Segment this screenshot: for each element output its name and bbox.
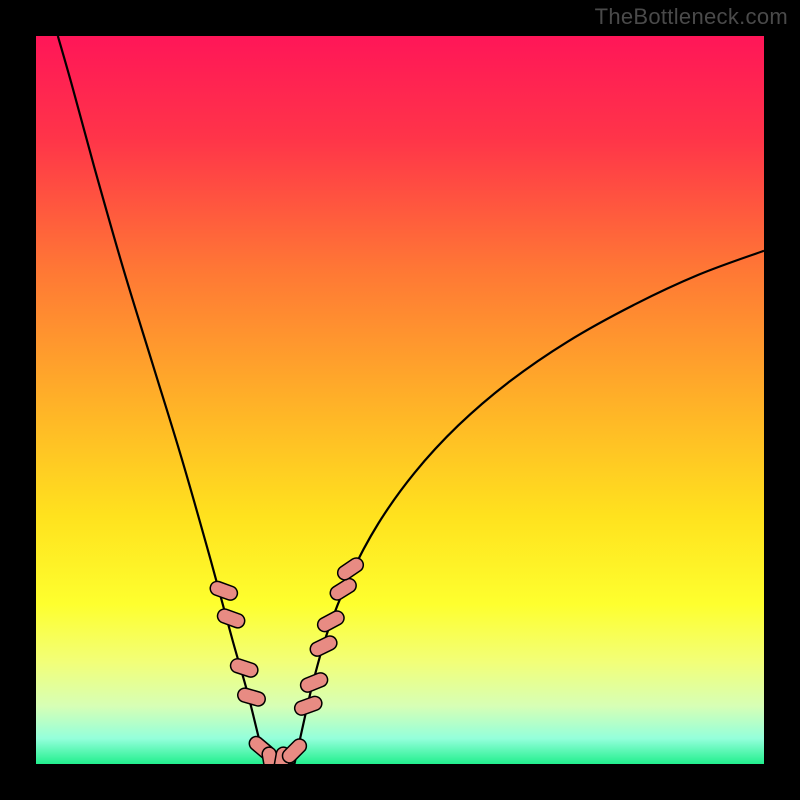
gradient-background <box>36 36 764 764</box>
bottleneck-plot <box>36 36 764 764</box>
chart-stage: TheBottleneck.com <box>0 0 800 800</box>
watermark-label: TheBottleneck.com <box>595 4 788 30</box>
